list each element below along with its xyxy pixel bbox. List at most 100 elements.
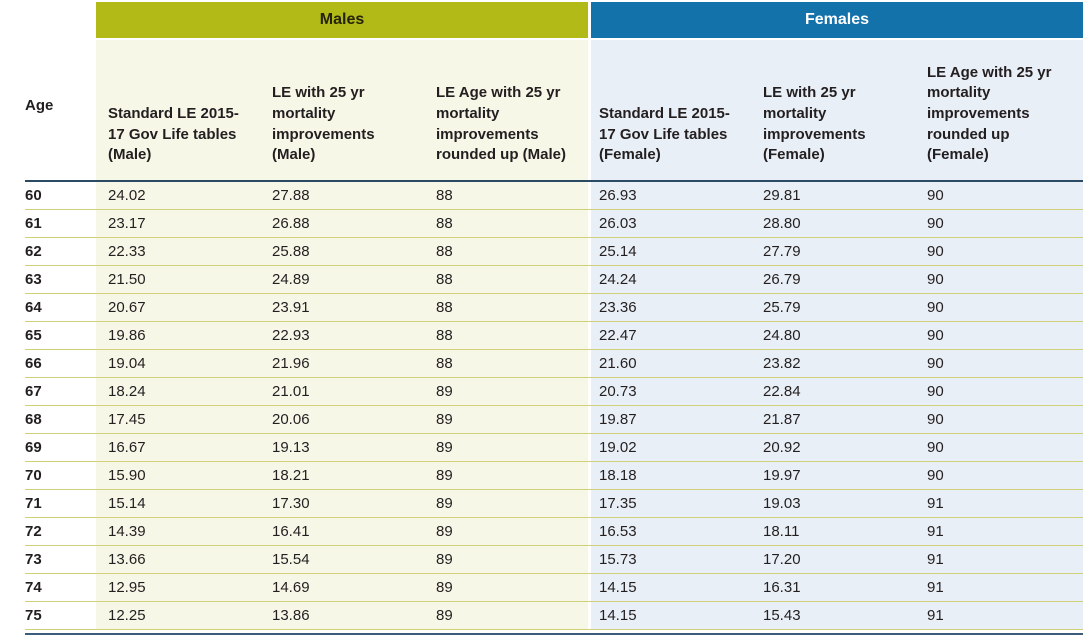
header-male-standard: Standard LE 2015-17 Gov Life tables (Mal… [96, 40, 260, 180]
male-standard-cell: 18.24 [96, 378, 260, 405]
male-rounded-cell: 89 [424, 602, 588, 629]
section-gap [588, 40, 591, 180]
female-rounded-cell: 91 [919, 490, 1083, 517]
male-rounded-cell: 88 [424, 294, 588, 321]
female-standard-cell: 21.60 [591, 350, 755, 377]
male-improved-cell: 21.96 [260, 350, 424, 377]
female-rounded-cell: 90 [919, 378, 1083, 405]
females-group-header: Females [591, 2, 1083, 38]
male-improved-cell: 15.54 [260, 546, 424, 573]
female-improved-cell: 17.20 [755, 546, 919, 573]
female-improved-cell: 19.97 [755, 462, 919, 489]
female-rounded-cell: 90 [919, 350, 1083, 377]
male-rounded-cell: 89 [424, 518, 588, 545]
male-standard-cell: 23.17 [96, 210, 260, 237]
male-improved-cell: 25.88 [260, 238, 424, 265]
age-cell: 74 [25, 574, 96, 601]
section-gap [588, 546, 591, 573]
table-row: 66 19.04 21.96 88 21.60 23.82 90 [25, 350, 1083, 378]
male-improved-cell: 18.21 [260, 462, 424, 489]
table-row: 70 15.90 18.21 89 18.18 19.97 90 [25, 462, 1083, 490]
table-row: 63 21.50 24.89 88 24.24 26.79 90 [25, 266, 1083, 294]
male-rounded-cell: 89 [424, 574, 588, 601]
female-rounded-cell: 90 [919, 238, 1083, 265]
age-cell: 65 [25, 322, 96, 349]
table-row: 67 18.24 21.01 89 20.73 22.84 90 [25, 378, 1083, 406]
female-standard-cell: 16.53 [591, 518, 755, 545]
female-rounded-cell: 90 [919, 294, 1083, 321]
male-standard-cell: 13.66 [96, 546, 260, 573]
male-standard-cell: 15.14 [96, 490, 260, 517]
female-improved-cell: 15.43 [755, 602, 919, 629]
female-improved-cell: 27.79 [755, 238, 919, 265]
age-cell: 62 [25, 238, 96, 265]
column-header-row: Age Standard LE 2015-17 Gov Life tables … [25, 40, 1083, 180]
female-rounded-cell: 90 [919, 434, 1083, 461]
header-male-improved: LE with 25 yr mortality improvements (Ma… [260, 40, 424, 180]
age-cell: 75 [25, 602, 96, 629]
female-standard-cell: 15.73 [591, 546, 755, 573]
female-improved-cell: 16.31 [755, 574, 919, 601]
female-standard-cell: 22.47 [591, 322, 755, 349]
header-male-rounded: LE Age with 25 yr mortality improvements… [424, 40, 588, 180]
female-improved-cell: 21.87 [755, 406, 919, 433]
table-row: 61 23.17 26.88 88 26.03 28.80 90 [25, 210, 1083, 238]
header-female-standard: Standard LE 2015-17 Gov Life tables (Fem… [591, 40, 755, 180]
table-row: 72 14.39 16.41 89 16.53 18.11 91 [25, 518, 1083, 546]
male-improved-cell: 20.06 [260, 406, 424, 433]
female-improved-cell: 18.11 [755, 518, 919, 545]
section-gap [588, 266, 591, 293]
section-gap [588, 378, 591, 405]
male-standard-cell: 20.67 [96, 294, 260, 321]
section-gap [588, 350, 591, 377]
section-gap [588, 462, 591, 489]
female-rounded-cell: 90 [919, 266, 1083, 293]
female-rounded-cell: 91 [919, 602, 1083, 629]
age-cell: 72 [25, 518, 96, 545]
male-improved-cell: 27.88 [260, 182, 424, 209]
male-rounded-cell: 89 [424, 490, 588, 517]
male-improved-cell: 24.89 [260, 266, 424, 293]
male-improved-cell: 21.01 [260, 378, 424, 405]
female-standard-cell: 26.93 [591, 182, 755, 209]
section-gap [588, 238, 591, 265]
table-row: 68 17.45 20.06 89 19.87 21.87 90 [25, 406, 1083, 434]
male-standard-cell: 21.50 [96, 266, 260, 293]
female-standard-cell: 14.15 [591, 602, 755, 629]
band-spacer [25, 2, 96, 38]
female-rounded-cell: 90 [919, 322, 1083, 349]
male-rounded-cell: 88 [424, 322, 588, 349]
section-gap [588, 322, 591, 349]
female-improved-cell: 22.84 [755, 378, 919, 405]
female-standard-cell: 17.35 [591, 490, 755, 517]
table-row: 73 13.66 15.54 89 15.73 17.20 91 [25, 546, 1083, 574]
table-row: 71 15.14 17.30 89 17.35 19.03 91 [25, 490, 1083, 518]
table-row: 60 24.02 27.88 88 26.93 29.81 90 [25, 182, 1083, 210]
table-row: 74 12.95 14.69 89 14.15 16.31 91 [25, 574, 1083, 602]
female-standard-cell: 26.03 [591, 210, 755, 237]
group-band-row: Males Females [25, 2, 1083, 38]
section-gap [588, 406, 591, 433]
table-row: 65 19.86 22.93 88 22.47 24.80 90 [25, 322, 1083, 350]
female-improved-cell: 26.79 [755, 266, 919, 293]
male-improved-cell: 19.13 [260, 434, 424, 461]
female-standard-cell: 23.36 [591, 294, 755, 321]
female-standard-cell: 18.18 [591, 462, 755, 489]
male-standard-cell: 16.67 [96, 434, 260, 461]
male-standard-cell: 14.39 [96, 518, 260, 545]
male-standard-cell: 19.86 [96, 322, 260, 349]
female-improved-cell: 25.79 [755, 294, 919, 321]
male-standard-cell: 17.45 [96, 406, 260, 433]
male-rounded-cell: 89 [424, 462, 588, 489]
table-bottom-rule [25, 633, 1083, 635]
male-improved-cell: 22.93 [260, 322, 424, 349]
male-rounded-cell: 89 [424, 434, 588, 461]
section-gap [588, 434, 591, 461]
section-gap [588, 210, 591, 237]
male-standard-cell: 24.02 [96, 182, 260, 209]
age-cell: 64 [25, 294, 96, 321]
section-gap [588, 490, 591, 517]
female-rounded-cell: 90 [919, 182, 1083, 209]
female-standard-cell: 19.87 [591, 406, 755, 433]
age-cell: 69 [25, 434, 96, 461]
